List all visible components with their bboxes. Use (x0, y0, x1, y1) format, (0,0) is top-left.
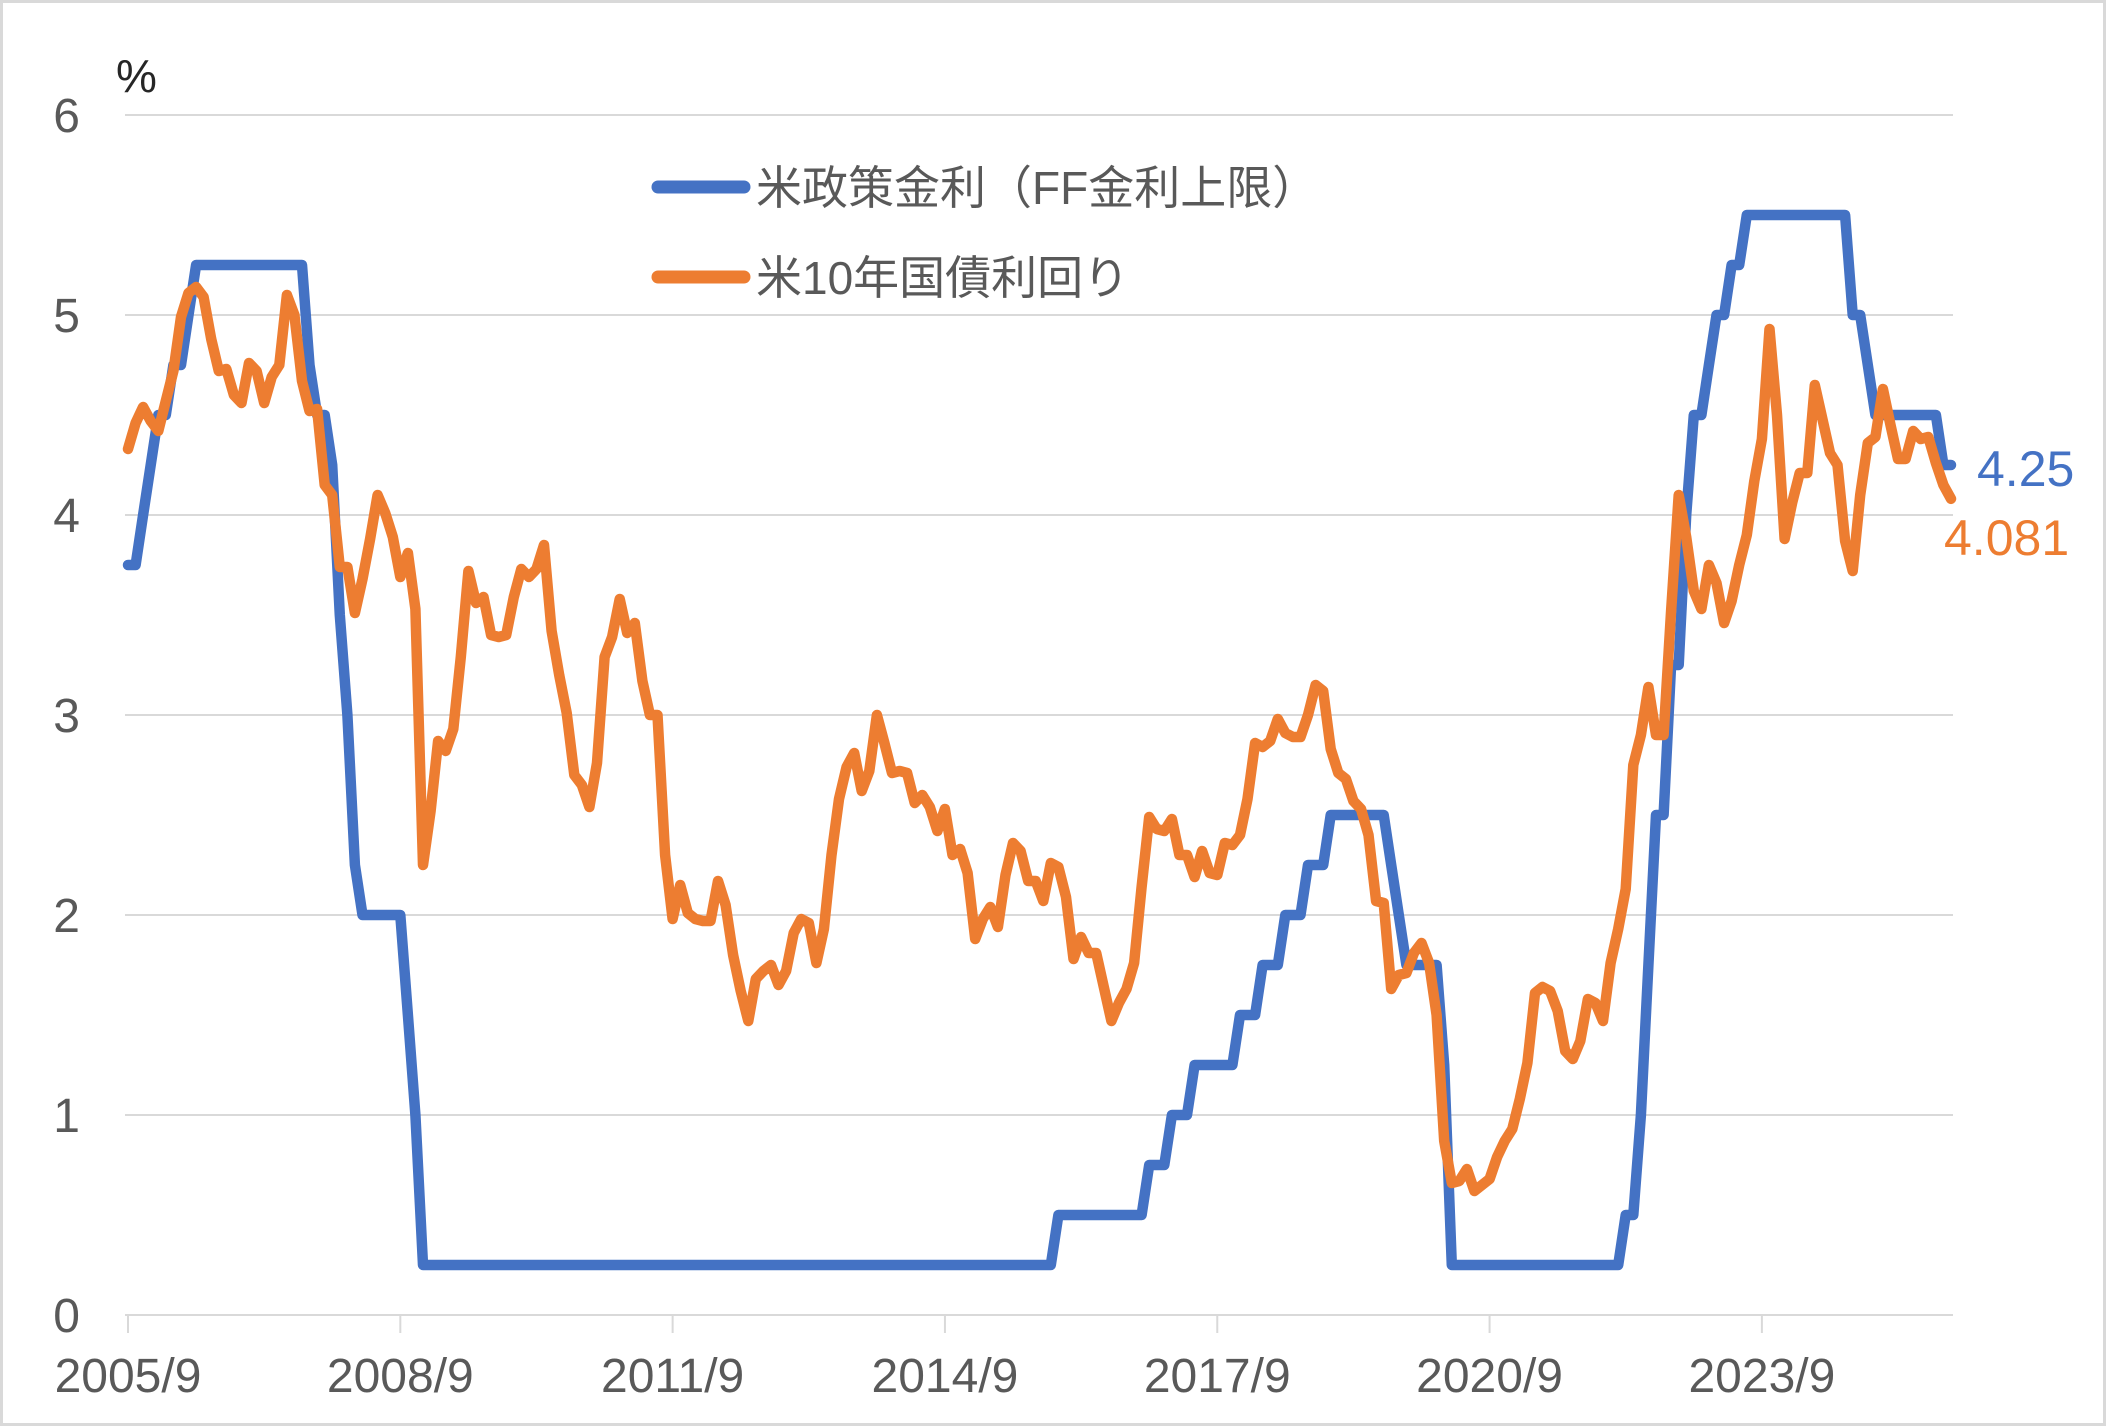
x-axis-labels: 2005/9 2008/9 2011/9 2014/9 2017/9 2020/9 2023… (55, 1350, 1836, 1403)
x-axis-label: 2023/9 (1688, 1350, 1835, 1403)
legend-label-treasury-yield: 米10年国債利回り (756, 252, 1129, 304)
end-value-label-policy-rate: 4.25 (1977, 441, 2074, 497)
x-axis-label: 2014/9 (872, 1350, 1019, 1403)
y-axis-labels: 0 1 2 3 4 5 6 (53, 90, 80, 1343)
x-axis-label: 2011/9 (601, 1350, 744, 1403)
x-axis-label: 2005/9 (55, 1350, 202, 1403)
gridlines (125, 114, 1953, 1316)
legend-label-policy-rate: 米政策金利（FF金利上限） (756, 162, 1318, 214)
x-axis-tick-marks (127, 1315, 1763, 1333)
x-axis-label: 2008/9 (327, 1350, 474, 1403)
y-axis-label: 2 (53, 890, 80, 943)
y-axis-label: 4 (53, 490, 80, 543)
y-axis-label: 6 (53, 90, 80, 143)
end-value-label-treasury-yield: 4.081 (1944, 510, 2069, 566)
treasury-yield-line (122, 281, 1957, 1197)
y-axis-label: 5 (53, 290, 80, 343)
x-axis-label: 2020/9 (1416, 1350, 1563, 1403)
legend: 米政策金利（FF金利上限） 米10年国債利回り (651, 162, 1318, 304)
policy-rate-line (122, 209, 1957, 1271)
y-axis-label: 1 (53, 1090, 80, 1143)
x-axis-label: 2017/9 (1144, 1350, 1291, 1403)
y-axis-unit-label: % (116, 50, 157, 102)
y-axis-label: 3 (53, 690, 80, 743)
y-axis-label: 0 (53, 1290, 80, 1343)
